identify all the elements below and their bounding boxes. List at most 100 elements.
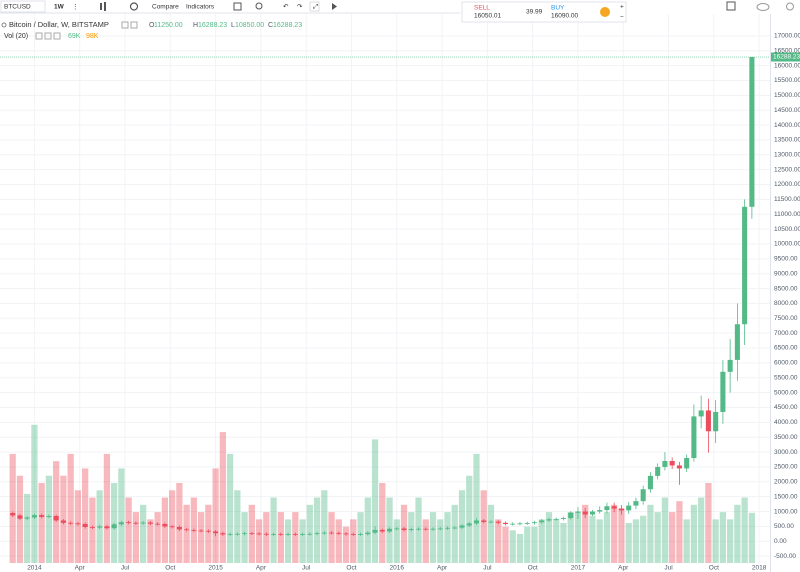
volume-bar bbox=[727, 519, 734, 563]
replay-icon[interactable] bbox=[332, 3, 337, 10]
indicators-button[interactable]: Indicators bbox=[186, 4, 215, 11]
buy-price[interactable]: 16090.00 bbox=[551, 13, 578, 20]
y-tick-label: 13000.00 bbox=[774, 152, 800, 159]
x-axis-band bbox=[0, 563, 770, 572]
y-tick-label: 11000.00 bbox=[774, 211, 800, 218]
candle-body bbox=[524, 523, 530, 524]
candle-body bbox=[734, 324, 740, 360]
volume-bar bbox=[379, 483, 386, 563]
chart-style-icon[interactable] bbox=[100, 3, 102, 10]
candle-body bbox=[444, 527, 451, 529]
candle-body bbox=[140, 522, 146, 524]
legend-icon[interactable] bbox=[121, 21, 129, 29]
x-tick-label: Oct bbox=[528, 565, 538, 572]
volume-bar bbox=[371, 439, 379, 563]
cloud-icon[interactable] bbox=[756, 3, 770, 11]
undo-icon[interactable]: ↶ bbox=[283, 4, 289, 11]
volume-bar bbox=[545, 512, 553, 563]
volume-bar bbox=[393, 519, 400, 563]
candle-body bbox=[350, 534, 356, 535]
volume-bar bbox=[284, 519, 292, 563]
fullscreen-icon[interactable]: ⤢ bbox=[313, 4, 319, 11]
candle-body bbox=[358, 534, 364, 535]
candle-body bbox=[24, 517, 30, 519]
candle-body bbox=[314, 533, 320, 535]
candle-body bbox=[742, 206, 748, 325]
x-tick-label: 2018 bbox=[752, 565, 767, 572]
candle-body bbox=[111, 524, 117, 529]
close-label: C bbox=[268, 22, 273, 29]
volume-bar bbox=[277, 512, 284, 563]
volume-bar bbox=[444, 512, 451, 563]
legend-icon[interactable] bbox=[130, 21, 138, 29]
candle-body bbox=[365, 532, 371, 535]
volume-bar bbox=[234, 490, 241, 563]
sell-price: 16050.01 bbox=[474, 13, 501, 20]
x-tick-label: Apr bbox=[75, 565, 86, 572]
volume-bar bbox=[82, 468, 89, 563]
y-tick-label: 4500.00 bbox=[774, 404, 798, 411]
volume-bar bbox=[132, 512, 140, 563]
legend-toggle[interactable] bbox=[1, 22, 7, 28]
settings-icon[interactable] bbox=[129, 2, 139, 11]
minus-icon[interactable]: − bbox=[620, 14, 624, 21]
sell-button[interactable] bbox=[467, 4, 507, 20]
layout-icon[interactable] bbox=[726, 1, 736, 11]
candle-body bbox=[415, 528, 422, 530]
chart-style-icon bbox=[104, 2, 106, 11]
candle-body bbox=[75, 523, 81, 525]
volume-bar bbox=[357, 512, 364, 563]
x-tick-label: Jul bbox=[121, 565, 130, 572]
candle-body bbox=[437, 528, 443, 530]
x-tick-label: Jul bbox=[483, 565, 492, 572]
legend-icon[interactable] bbox=[44, 32, 52, 40]
high-value: 16288.23 bbox=[198, 22, 227, 29]
y-tick-label: 14500.00 bbox=[774, 107, 800, 114]
legend-icon[interactable] bbox=[35, 32, 43, 40]
camera-icon[interactable] bbox=[786, 2, 794, 11]
candle-body bbox=[263, 533, 269, 535]
interval-button[interactable]: 1W bbox=[54, 4, 65, 11]
y-tick-label: 14000.00 bbox=[774, 122, 800, 129]
candle-body bbox=[560, 518, 566, 519]
x-tick-label: Oct bbox=[709, 565, 719, 572]
alert-icon[interactable] bbox=[255, 2, 263, 10]
volume-bar bbox=[705, 483, 712, 563]
low-value: 10850.00 bbox=[235, 22, 264, 29]
volume-bar bbox=[719, 512, 727, 563]
volume-bar bbox=[9, 453, 16, 563]
x-tick-label: 2015 bbox=[208, 565, 223, 572]
trade-icon[interactable] bbox=[600, 7, 610, 17]
symbol-input[interactable] bbox=[0, 0, 46, 13]
volume-bar bbox=[661, 497, 669, 563]
volume-bar bbox=[299, 519, 306, 563]
legend-icon[interactable] bbox=[53, 32, 61, 40]
last-price-label: 16288.23 bbox=[773, 54, 800, 61]
candle-body bbox=[466, 523, 472, 526]
candle-body bbox=[97, 526, 103, 528]
volume-bar bbox=[183, 504, 190, 563]
candle-body bbox=[104, 526, 110, 529]
candle-body bbox=[155, 523, 161, 525]
compare-button[interactable]: Compare bbox=[152, 4, 179, 11]
candle-body bbox=[126, 522, 132, 524]
interval-menu[interactable]: ⋮ bbox=[72, 4, 79, 11]
volume-bar bbox=[560, 523, 567, 563]
volume-pane bbox=[9, 424, 756, 563]
x-tick-label: 2017 bbox=[571, 565, 586, 572]
volume-bar bbox=[161, 497, 168, 563]
candle-body bbox=[452, 527, 458, 529]
plus-icon[interactable]: + bbox=[620, 4, 624, 11]
volume-bar bbox=[125, 497, 132, 563]
y-tick-label: 4000.00 bbox=[774, 419, 798, 426]
y-tick-label: 13500.00 bbox=[774, 137, 800, 144]
redo-icon[interactable]: ↷ bbox=[297, 4, 303, 11]
template-icon[interactable] bbox=[233, 2, 242, 11]
x-tick-label: Jul bbox=[302, 565, 311, 572]
volume-bar bbox=[241, 512, 248, 563]
candle-body bbox=[502, 522, 509, 525]
spread: 39.99 bbox=[526, 9, 543, 16]
candle-body bbox=[749, 57, 755, 207]
y-tick-label: 9500.00 bbox=[774, 256, 798, 263]
volume-bar bbox=[683, 519, 690, 563]
